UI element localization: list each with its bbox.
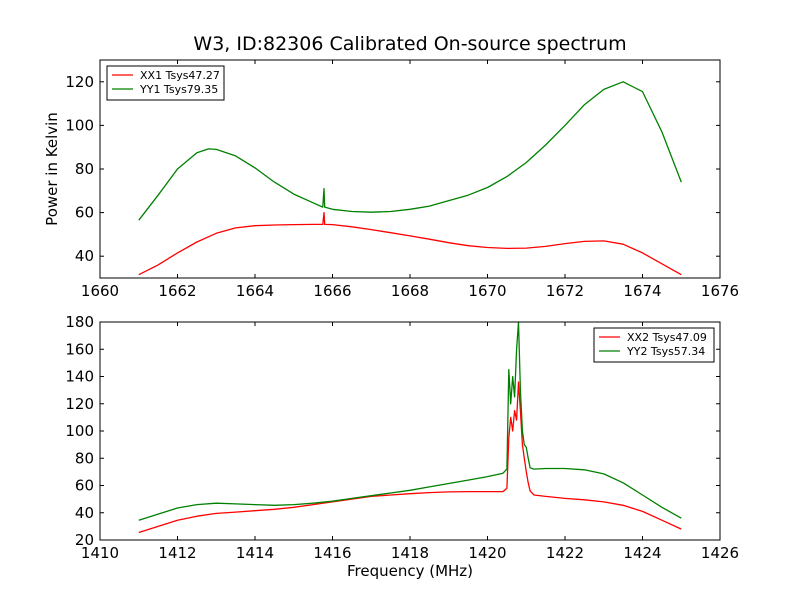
x-tick-label: 1412 xyxy=(158,544,196,562)
x-tick-label: 1676 xyxy=(701,282,739,300)
x-tick-label: 1416 xyxy=(313,544,351,562)
y-tick-label: 120 xyxy=(65,395,94,413)
x-tick-label: 1418 xyxy=(391,544,429,562)
y-tick-label: 140 xyxy=(65,368,94,386)
x-tick-label: 1674 xyxy=(623,282,661,300)
x-tick-label: 1424 xyxy=(623,544,661,562)
y-tick-label: 180 xyxy=(65,313,94,331)
y-tick-label: 100 xyxy=(65,422,94,440)
x-tick-label: 1666 xyxy=(313,282,351,300)
x-tick-label: 1422 xyxy=(546,544,584,562)
x-tick-label: 1672 xyxy=(546,282,584,300)
y-tick-label: 60 xyxy=(75,477,94,495)
y-tick-label: 160 xyxy=(65,340,94,358)
legend-label: YY1 Tsys79.35 xyxy=(139,83,218,96)
y-tick-label: 80 xyxy=(75,160,94,178)
figure-title: W3, ID:82306 Calibrated On-source spectr… xyxy=(193,33,627,55)
x-tick-label: 1660 xyxy=(81,282,119,300)
y-tick-label: 40 xyxy=(75,504,94,522)
x-tick-label: 1410 xyxy=(81,544,119,562)
x-tick-label: 1664 xyxy=(236,282,274,300)
x-tick-label: 1662 xyxy=(158,282,196,300)
series-line-2-2 xyxy=(138,321,682,521)
x-tick-label: 1420 xyxy=(468,544,506,562)
series-line-2-1 xyxy=(138,381,682,534)
chart-panel-2: 1410 1412 1414 1416 1418 1420 1422 1424 1426 20 40… xyxy=(65,313,739,580)
y-axis-label: Power in Kelvin xyxy=(43,112,61,226)
x-tick-label: 1670 xyxy=(468,282,506,300)
y-tick-label: 120 xyxy=(65,73,94,91)
series-line-1-1 xyxy=(138,211,682,276)
y-tick-label: 20 xyxy=(75,531,94,549)
x-axis-label: Frequency (MHz) xyxy=(347,562,473,580)
y-tick-label: 80 xyxy=(75,449,94,467)
chart-panel-1: 1660 1662 1664 1666 1668 1670 1672 1674 1676 40 60… xyxy=(43,59,739,300)
legend-label: XX2 Tsys47.09 xyxy=(627,331,707,344)
x-tick-label: 1414 xyxy=(236,544,274,562)
x-tick-label: 1668 xyxy=(391,282,429,300)
legend-box xyxy=(106,65,225,101)
y-tick-label: 40 xyxy=(75,247,94,265)
legend-label: YY2 Tsys57.34 xyxy=(626,345,705,358)
x-tick-label: 1426 xyxy=(701,544,739,562)
y-tick-label: 100 xyxy=(65,116,94,134)
series-line-1-2 xyxy=(138,81,682,221)
y-tick-label: 60 xyxy=(75,204,94,222)
legend-label: XX1 Tsys47.27 xyxy=(140,69,220,82)
legend-box xyxy=(593,327,715,363)
